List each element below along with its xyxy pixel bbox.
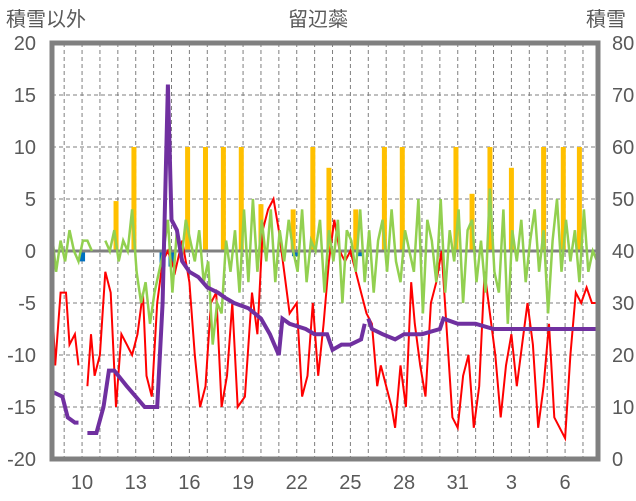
right-axis-title: 積雪 <box>586 8 626 31</box>
left-tick-label: -20 <box>7 449 36 471</box>
left-tick-label: 15 <box>14 85 36 107</box>
precip-bar <box>290 209 296 251</box>
x-tick-label: 16 <box>178 472 200 494</box>
left-tick-label: 10 <box>14 137 36 159</box>
left-tick-label: 20 <box>14 33 36 55</box>
left-tick-label: -15 <box>7 397 36 419</box>
precip-bar <box>326 167 332 251</box>
precip-bar <box>202 147 208 251</box>
plot-border <box>49 40 601 462</box>
chart-title: 留辺蘂 <box>288 8 348 31</box>
right-tick-label: 80 <box>612 33 634 55</box>
precip-bar <box>453 147 459 251</box>
x-tick-label: 3 <box>506 472 517 494</box>
precip-bar <box>238 147 244 251</box>
right-tick-label: 0 <box>612 449 623 471</box>
x-tick-label: 22 <box>286 472 308 494</box>
x-tick-label: 25 <box>339 472 361 494</box>
left-axis-title: 積雪以外 <box>6 8 86 31</box>
precip-bar <box>560 147 566 251</box>
right-tick-label: 40 <box>612 241 634 263</box>
left-tick-label: -10 <box>7 345 36 367</box>
negative-bar <box>356 251 363 257</box>
left-tick-label: 5 <box>25 189 36 211</box>
precip-bar <box>113 201 119 251</box>
x-tick-label: 6 <box>560 472 571 494</box>
x-tick-label: 13 <box>125 472 147 494</box>
precip-bar <box>353 209 359 251</box>
left-tick-label: 0 <box>25 241 36 263</box>
x-tick-label: 31 <box>447 472 469 494</box>
right-tick-label: 10 <box>612 397 634 419</box>
right-tick-label: 20 <box>612 345 634 367</box>
precip-bar <box>381 147 387 251</box>
precip-bar <box>310 147 316 251</box>
x-tick-label: 10 <box>71 472 93 494</box>
right-tick-label: 30 <box>612 293 634 315</box>
precip-bar <box>220 147 226 251</box>
right-tick-label: 50 <box>612 189 634 211</box>
red-series-line <box>50 195 598 442</box>
right-tick-label: 60 <box>612 137 634 159</box>
precip-bar <box>576 147 582 251</box>
precip-bar <box>541 147 547 251</box>
left-tick-label: -5 <box>18 293 36 315</box>
negative-bar <box>79 251 86 262</box>
precip-bar <box>399 147 405 251</box>
precip-bar <box>185 147 191 251</box>
green-series-line <box>50 188 599 345</box>
x-tick-label: 19 <box>232 472 254 494</box>
right-tick-label: 70 <box>612 85 634 107</box>
precip-bar <box>131 147 137 251</box>
snow-depth-line <box>50 84 598 435</box>
x-tick-label: 28 <box>393 472 415 494</box>
precip-bar <box>508 167 514 251</box>
